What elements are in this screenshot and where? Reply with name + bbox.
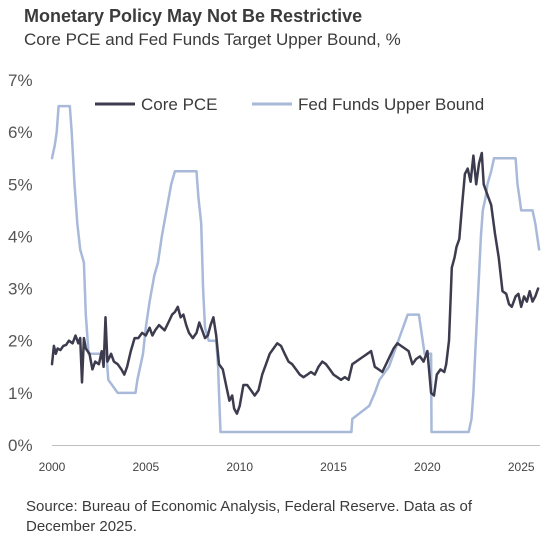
y-tick-label: 3% bbox=[8, 280, 33, 299]
legend-label-core-pce: Core PCE bbox=[141, 95, 218, 114]
x-tick-label: 2005 bbox=[132, 460, 159, 474]
x-tick-label: 2025 bbox=[508, 460, 535, 474]
x-tick-label: 2000 bbox=[39, 460, 66, 474]
source-note: Source: Bureau of Economic Analysis, Fed… bbox=[26, 498, 473, 535]
x-tick-label: 2020 bbox=[414, 460, 441, 474]
chart-title: Monetary Policy May Not Be Restrictive bbox=[24, 6, 363, 26]
y-tick-label: 4% bbox=[8, 227, 33, 246]
legend-label-fed-funds: Fed Funds Upper Bound bbox=[298, 95, 484, 114]
x-tick-label: 2010 bbox=[226, 460, 253, 474]
y-tick-label: 5% bbox=[8, 175, 33, 194]
chart-legend: Core PCE Fed Funds Upper Bound bbox=[95, 95, 484, 114]
y-tick-label: 2% bbox=[8, 332, 33, 351]
series-line-core-pce bbox=[50, 151, 540, 415]
chart-series bbox=[50, 104, 541, 434]
chart-subtitle: Core PCE and Fed Funds Target Upper Boun… bbox=[24, 30, 401, 49]
chart-axes: 0% 1% 2% 3% 4% 5% 6% 7% 2000 2005 2010 2015 2020 2025 bbox=[8, 71, 540, 474]
series-line-fed-funds bbox=[50, 104, 541, 434]
x-tick-label: 2015 bbox=[320, 460, 347, 474]
y-tick-label: 0% bbox=[8, 436, 33, 455]
y-tick-label: 7% bbox=[8, 71, 33, 90]
y-tick-label: 6% bbox=[8, 123, 33, 142]
y-tick-label: 1% bbox=[8, 384, 33, 403]
